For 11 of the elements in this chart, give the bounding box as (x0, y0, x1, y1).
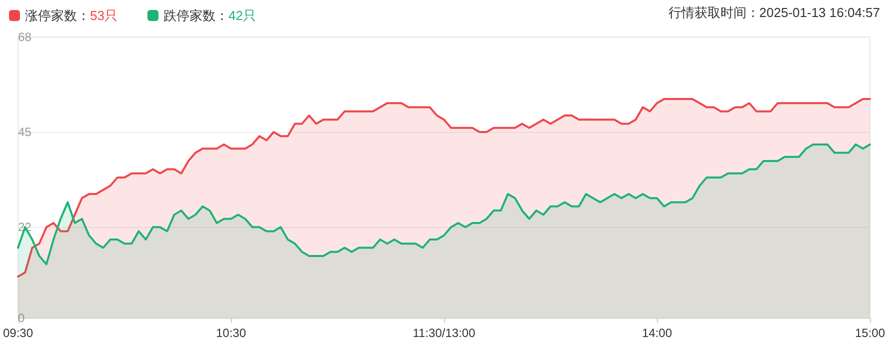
legend-label: 跌停家数：42只 (163, 8, 256, 23)
legend-label: 涨停家数：53只 (25, 8, 118, 23)
x-tick-label: 11:30/13:00 (412, 326, 476, 340)
y-tick-label: 68 (18, 30, 32, 44)
x-tick-label: 15:00 (854, 326, 886, 340)
y-tick-label: 45 (18, 125, 32, 140)
y-tick-label: 0 (18, 311, 26, 325)
x-tick-label: 10:30 (216, 326, 246, 340)
x-tick-label: 09:30 (3, 326, 34, 340)
x-tick-label: 14:00 (642, 326, 672, 340)
text: 行情获取时间：2025-01-13 16:04:57 (668, 5, 880, 20)
